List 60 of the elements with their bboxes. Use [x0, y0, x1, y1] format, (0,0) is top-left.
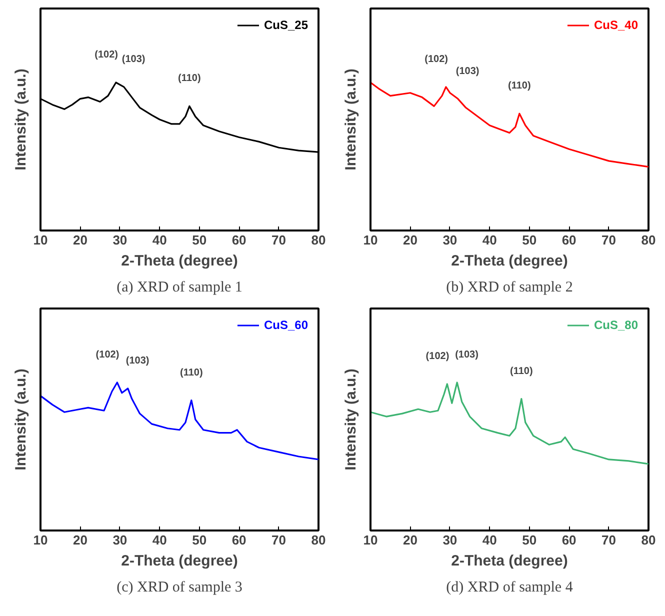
text: (c) XRD of sample 3 — [116, 580, 242, 596]
x-axis-title: 2-Theta (degree) — [451, 252, 568, 270]
legend-label: CuS_25 — [264, 18, 308, 32]
x-tick-label: 10 — [33, 232, 48, 248]
x-tick-label: 40 — [152, 232, 167, 248]
x-tick-label: 80 — [641, 532, 656, 548]
x-tick-label: 50 — [192, 532, 207, 548]
x-tick-label: 60 — [562, 532, 576, 548]
y-axis-title: Intensity (a.u.) — [342, 68, 360, 170]
x-tick-label: 80 — [311, 232, 326, 248]
annotation: (103) — [456, 66, 480, 77]
annotation: (103) — [122, 54, 146, 65]
x-tick-label: 20 — [402, 532, 418, 548]
x-tick-label: 70 — [602, 532, 616, 548]
annotation: (102) — [96, 350, 120, 360]
legend-label: CuS_40 — [594, 18, 638, 32]
legend-label: CuS_60 — [264, 318, 308, 332]
annotation: (102) — [94, 50, 118, 60]
y-axis-title: Intensity (a.u.) — [12, 68, 30, 170]
annotation: (103) — [126, 355, 150, 366]
text: (b) XRD of sample 2 — [446, 280, 573, 296]
x-tick-label: 30 — [442, 232, 458, 248]
x-axis-title: 2-Theta (degree) — [451, 552, 568, 570]
x-tick-label: 60 — [232, 232, 246, 248]
annotation: (102) — [424, 54, 448, 65]
x-axis-title: 2-Theta (degree) — [121, 552, 238, 570]
x-tick-label: 20 — [72, 532, 88, 548]
x-tick-label: 70 — [272, 532, 286, 548]
text: (d) XRD of sample 4 — [446, 580, 574, 596]
x-tick-label: 30 — [112, 532, 128, 548]
annotation: (110) — [508, 80, 531, 92]
x-tick-label: 60 — [562, 232, 576, 248]
x-tick-label: 10 — [363, 232, 378, 248]
x-tick-label: 30 — [442, 532, 458, 548]
annotation: (102) — [426, 350, 450, 362]
x-tick-label: 70 — [602, 232, 616, 248]
x-tick-label: 80 — [311, 532, 326, 548]
x-tick-label: 50 — [192, 232, 207, 248]
x-tick-label: 70 — [272, 232, 286, 248]
x-tick-label: 50 — [522, 232, 537, 248]
x-tick-label: 20 — [402, 232, 418, 248]
annotation: (110) — [510, 366, 533, 377]
x-tick-label: 50 — [522, 532, 537, 548]
x-tick-label: 10 — [33, 532, 48, 548]
x-tick-label: 60 — [232, 532, 246, 548]
x-tick-label: 20 — [72, 232, 88, 248]
annotation: (110) — [180, 367, 203, 378]
y-axis-title: Intensity (a.u.) — [12, 368, 30, 470]
x-tick-label: 30 — [112, 232, 128, 248]
x-tick-label: 10 — [363, 532, 378, 548]
x-tick-label: 80 — [641, 232, 656, 248]
x-tick-label: 40 — [152, 532, 167, 548]
legend-label: CuS_80 — [594, 318, 638, 332]
text: (a) XRD of sample 1 — [116, 280, 242, 296]
annotation: (110) — [178, 73, 201, 84]
y-axis-title: Intensity (a.u.) — [342, 368, 360, 470]
x-tick-label: 40 — [482, 532, 497, 548]
x-axis-title: 2-Theta (degree) — [121, 252, 238, 270]
x-tick-label: 40 — [482, 232, 497, 248]
annotation: (103) — [455, 350, 478, 360]
